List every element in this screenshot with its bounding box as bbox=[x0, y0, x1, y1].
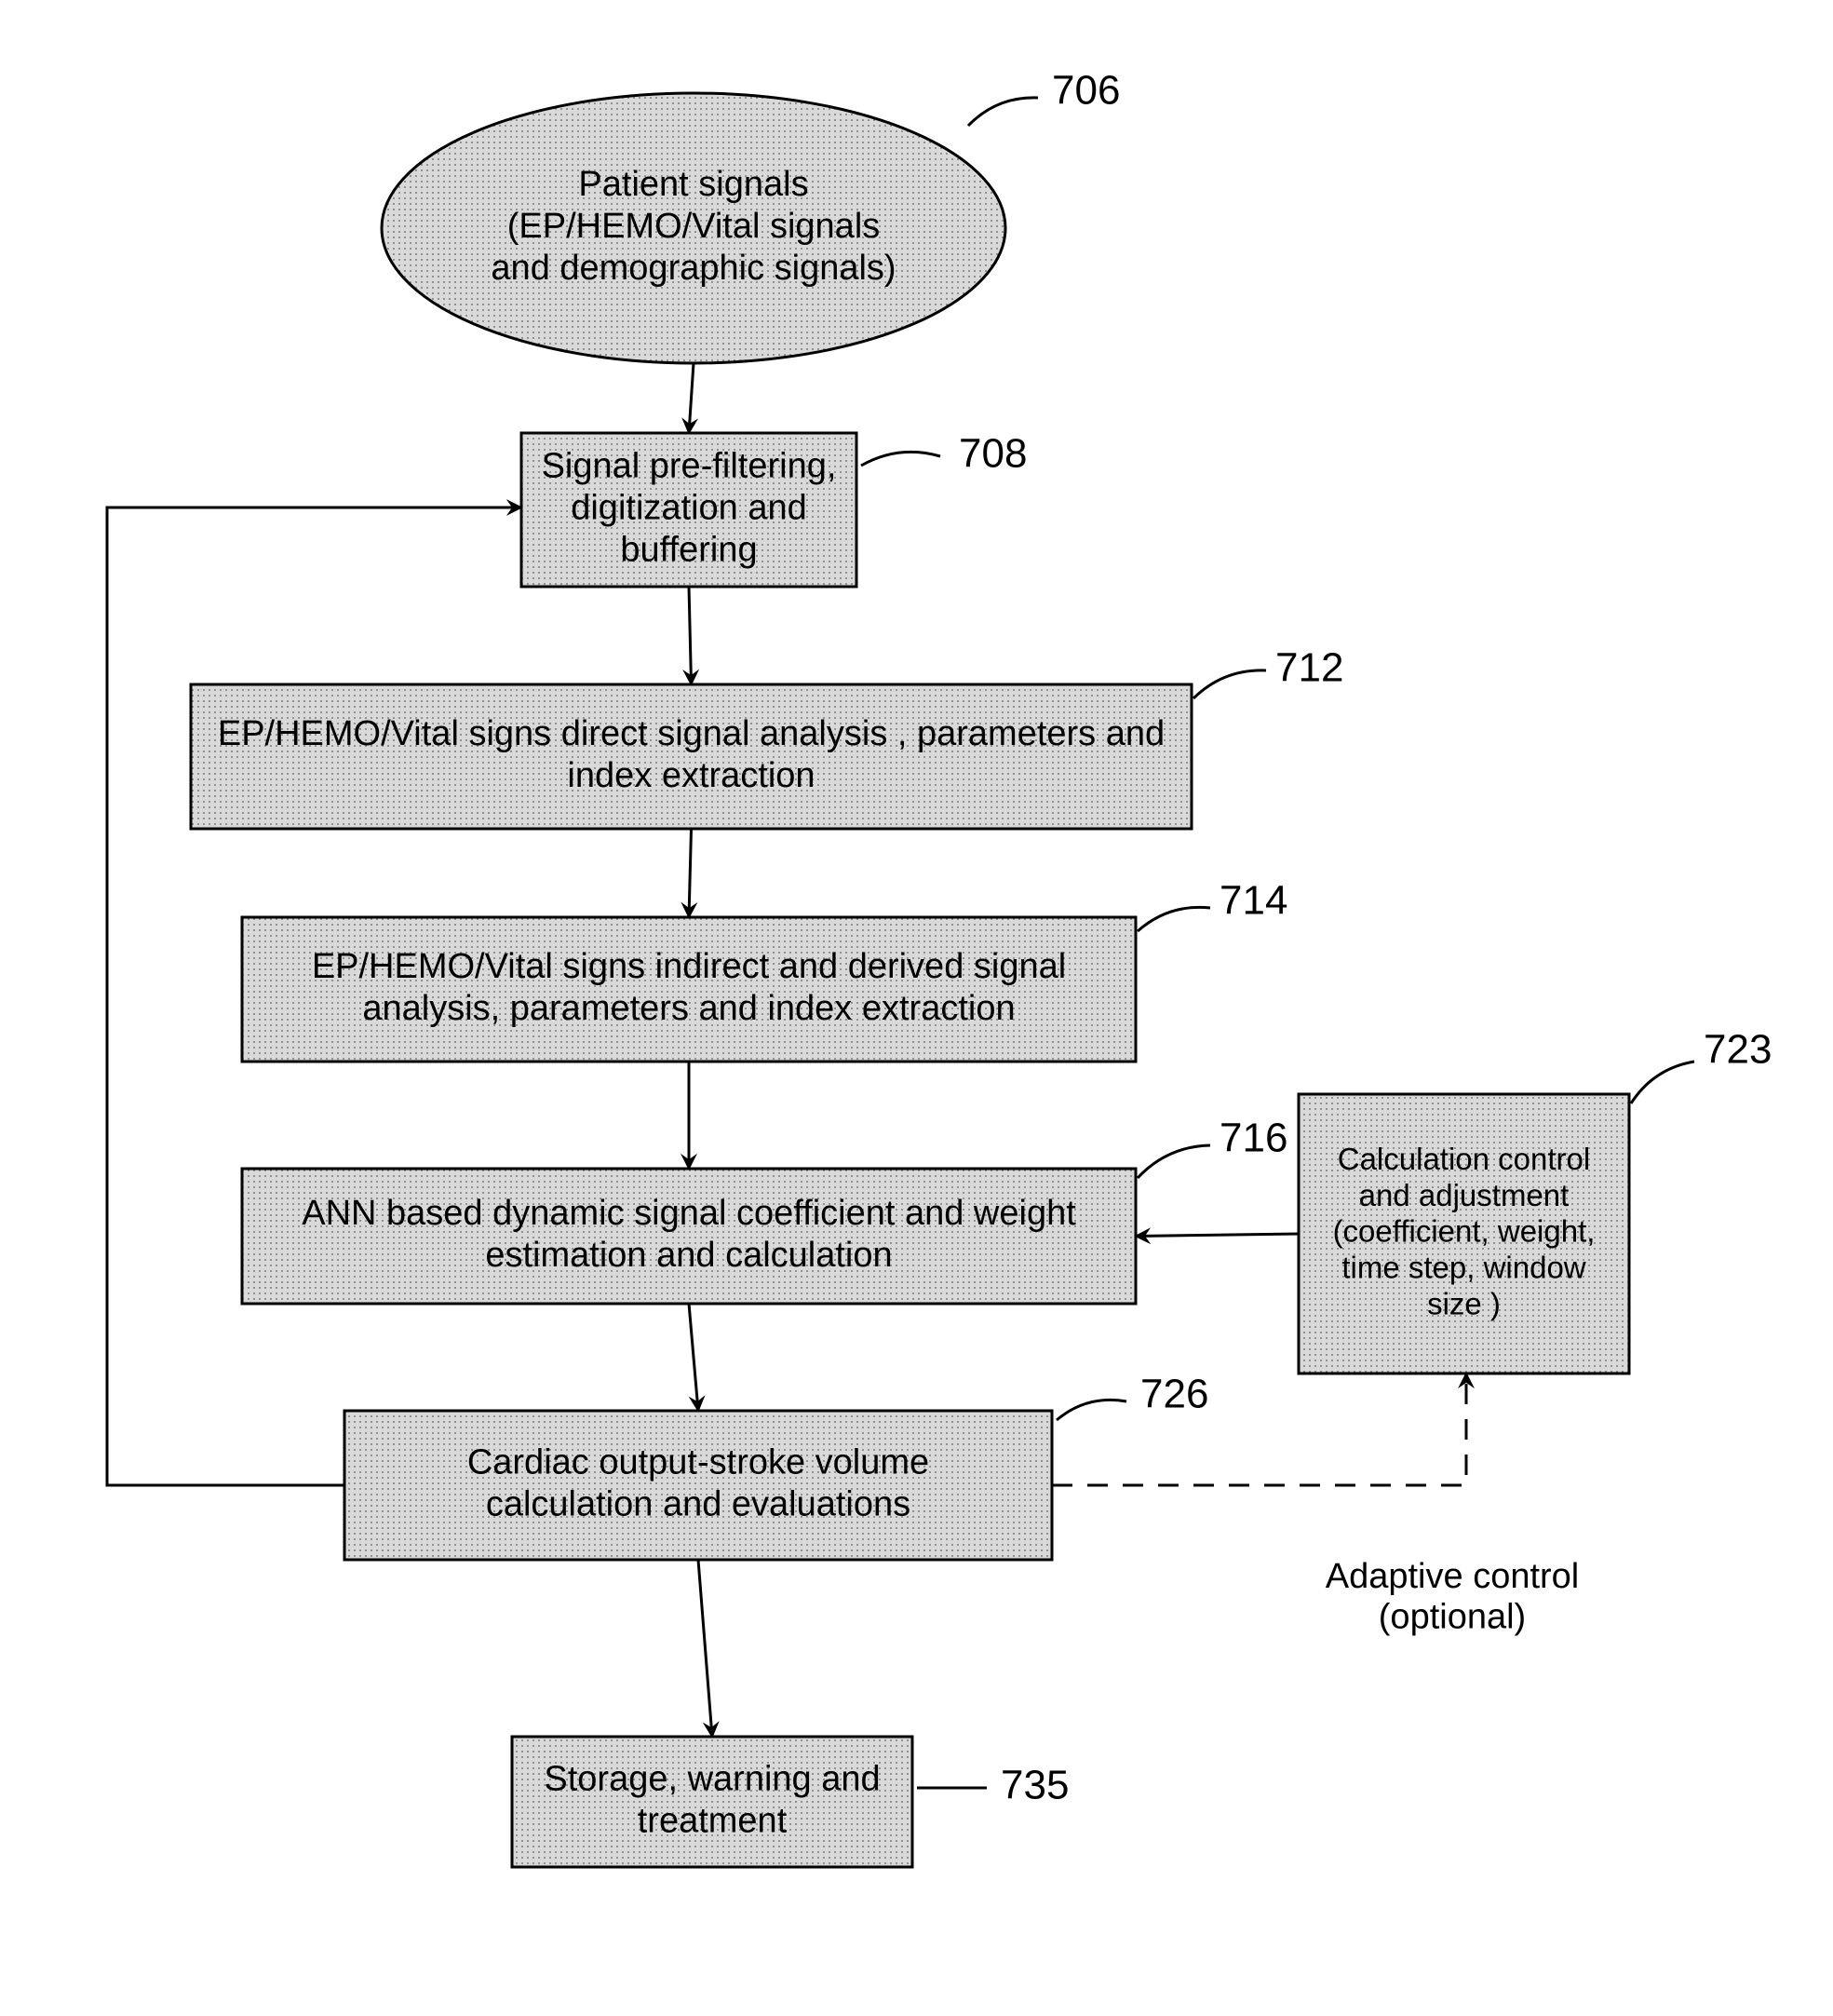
node-text: Calculation control bbox=[1338, 1142, 1590, 1176]
node-b735: Storage, warning andtreatment bbox=[512, 1737, 912, 1867]
node-b726: Cardiac output-stroke volumecalculation … bbox=[344, 1411, 1052, 1560]
ref-714: 714 bbox=[1220, 878, 1287, 924]
node-b716: ANN based dynamic signal coefficient and… bbox=[242, 1169, 1136, 1304]
ref-leader bbox=[1631, 1062, 1694, 1103]
node-text: (EP/HEMO/Vital signals bbox=[507, 207, 881, 246]
node-b712: EP/HEMO/Vital signs direct signal analys… bbox=[191, 684, 1192, 829]
node-b714: EP/HEMO/Vital signs indirect and derived… bbox=[242, 917, 1136, 1062]
arrow-b708_bottom-b712_top bbox=[689, 587, 692, 684]
ref-leader bbox=[968, 98, 1038, 126]
flowchart-canvas: Patient signals(EP/HEMO/Vital signalsand… bbox=[0, 0, 1833, 2016]
node-text: digitization and bbox=[571, 489, 807, 528]
arrow-ellipse_bottom-b708_top bbox=[689, 363, 694, 433]
node-b708: Signal pre-filtering,digitization andbuf… bbox=[521, 433, 856, 587]
node-patient-signals: Patient signals(EP/HEMO/Vital signalsand… bbox=[382, 93, 1005, 363]
adaptive-control-link bbox=[1052, 1373, 1466, 1485]
node-text: treatment bbox=[638, 1801, 788, 1840]
ref-leader bbox=[1193, 670, 1266, 698]
svg-text:(optional): (optional) bbox=[1379, 1598, 1526, 1637]
node-text: EP/HEMO/Vital signs direct signal analys… bbox=[218, 714, 1165, 753]
arrow-b726_bottom-b735_top bbox=[698, 1560, 712, 1737]
ref-726: 726 bbox=[1140, 1372, 1208, 1417]
ref-leader bbox=[861, 452, 940, 466]
svg-text:Adaptive control: Adaptive control bbox=[1326, 1557, 1580, 1596]
node-text: calculation and evaluations bbox=[486, 1484, 910, 1523]
node-text: estimation and calculation bbox=[485, 1236, 892, 1275]
node-text: (coefficient, weight, bbox=[1333, 1214, 1596, 1249]
arrow-b723_left-b716_right bbox=[1136, 1234, 1299, 1237]
node-text: ANN based dynamic signal coefficient and… bbox=[302, 1194, 1076, 1233]
node-text: Cardiac output-stroke volume bbox=[467, 1443, 929, 1482]
ref-712: 712 bbox=[1275, 645, 1343, 691]
node-text: EP/HEMO/Vital signs indirect and derived… bbox=[312, 947, 1066, 986]
arrow-b716_bottom-b726_top bbox=[689, 1304, 698, 1411]
ref-leader bbox=[1138, 1145, 1210, 1178]
arrow-b712_bottom-b714_top bbox=[689, 829, 692, 917]
ref-leader bbox=[1138, 907, 1210, 931]
ref-708: 708 bbox=[959, 431, 1027, 477]
node-text: index extraction bbox=[567, 756, 815, 795]
node-text: and demographic signals) bbox=[491, 249, 896, 288]
node-text: time step, window bbox=[1341, 1251, 1585, 1285]
node-text: analysis, parameters and index extractio… bbox=[362, 989, 1015, 1028]
ref-leader bbox=[1057, 1400, 1126, 1420]
ref-723: 723 bbox=[1704, 1027, 1772, 1073]
adaptive-control-label: Adaptive control(optional) bbox=[1326, 1557, 1580, 1637]
ref-735: 735 bbox=[1001, 1763, 1069, 1808]
node-text: Patient signals bbox=[578, 165, 808, 204]
node-b723: Calculation controland adjustment(coeffi… bbox=[1299, 1094, 1629, 1373]
node-text: Storage, warning and bbox=[544, 1760, 880, 1799]
ref-706: 706 bbox=[1052, 68, 1120, 114]
node-text: and adjustment bbox=[1359, 1178, 1570, 1212]
ref-716: 716 bbox=[1220, 1116, 1287, 1161]
node-text: size ) bbox=[1427, 1287, 1501, 1321]
node-text: Signal pre-filtering, bbox=[542, 447, 837, 486]
node-text: buffering bbox=[620, 530, 757, 569]
